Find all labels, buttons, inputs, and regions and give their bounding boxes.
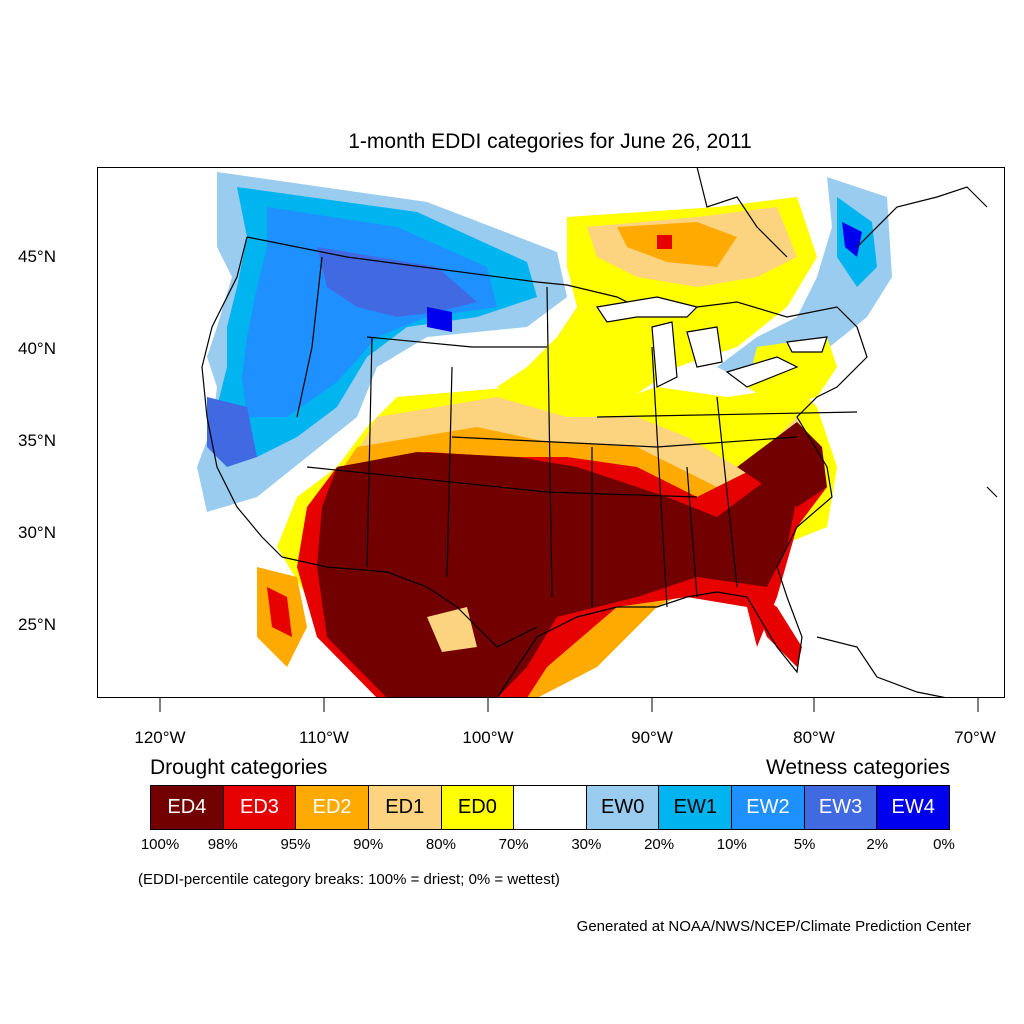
coastline-fragments xyxy=(696,167,998,698)
generated-credit: Generated at NOAA/NWS/NCEP/Climate Predi… xyxy=(576,918,971,935)
legend-break-label: 0% xyxy=(933,836,955,853)
map-title: 1-month EDDI categories for June 26, 201… xyxy=(348,130,752,153)
legend-swatch-neutral xyxy=(514,786,587,829)
legend-break-label: 100% xyxy=(140,836,180,853)
category-breaks-note: (EDDI-percentile category breaks: 100% =… xyxy=(138,871,560,888)
legend-break-label: 20% xyxy=(644,836,675,853)
lat-label-25: 25°N xyxy=(18,615,56,634)
legend-swatch-ed3: ED3 xyxy=(223,786,297,829)
legend-swatch-ew4: EW4 xyxy=(877,786,950,829)
lon-label-100: 100°W xyxy=(462,728,514,747)
great-lakes xyxy=(595,296,828,388)
legend-swatch-ed1: ED1 xyxy=(368,786,442,829)
lon-label-70: 70°W xyxy=(954,728,996,747)
lon-label-80: 80°W xyxy=(793,728,835,747)
legend-swatch-ed2: ED2 xyxy=(296,786,369,829)
legend-break-label: 80% xyxy=(425,836,456,853)
legend-break-label: 30% xyxy=(571,836,602,853)
wetness-region-northeast xyxy=(717,177,892,382)
legend-color-bar: ED4 ED3 ED2 ED1 ED0 EW0 EW1 EW2 EW3 EW4 xyxy=(150,785,950,830)
lat-label-40: 40°N xyxy=(18,339,56,358)
legend-swatch-ed4: ED4 xyxy=(151,786,224,829)
legend-break-label: 5% xyxy=(793,836,816,853)
eddi-map xyxy=(97,167,1005,698)
lon-label-90: 90°W xyxy=(631,728,673,747)
legend-break-label: 90% xyxy=(353,836,384,853)
wetness-categories-heading: Wetness categories xyxy=(765,756,950,779)
lon-label-120: 120°W xyxy=(134,728,186,747)
legend-swatch-ed0: ED0 xyxy=(441,786,515,829)
legend-swatch-ew1: EW1 xyxy=(659,786,733,829)
lat-label-30: 30°N xyxy=(18,523,56,542)
lon-label-110: 110°W xyxy=(299,728,349,747)
lat-label-35: 35°N xyxy=(18,431,56,450)
legend-swatch-ew0: EW0 xyxy=(586,786,660,829)
lat-label-45: 45°N xyxy=(18,247,56,266)
wetness-region-west xyxy=(197,172,567,512)
legend-swatch-ew3: EW3 xyxy=(804,786,878,829)
drought-categories-heading: Drought categories xyxy=(150,756,328,779)
legend-break-label: 95% xyxy=(280,836,311,853)
legend-break-label: 2% xyxy=(866,836,889,853)
legend-break-label: 70% xyxy=(498,836,529,853)
legend-break-label: 10% xyxy=(716,836,747,853)
drought-region-south xyxy=(257,387,837,698)
legend-swatch-ew2: EW2 xyxy=(732,786,805,829)
legend-break-label: 98% xyxy=(207,836,238,853)
